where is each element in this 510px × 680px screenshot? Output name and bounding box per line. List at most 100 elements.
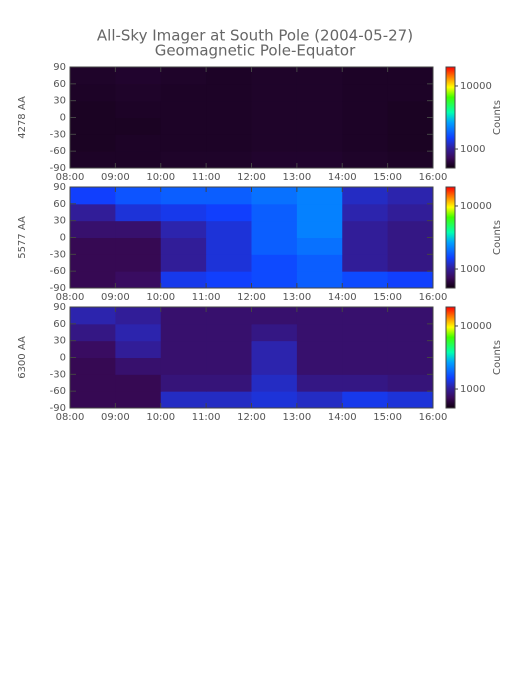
x-tick-label: 16:00 (419, 292, 448, 303)
heat-cell (387, 151, 434, 169)
heat-cell (387, 307, 434, 325)
heat-cell (251, 117, 298, 135)
heat-cell (160, 220, 207, 238)
heat-cell (115, 271, 162, 289)
x-tick-label: 12:00 (237, 292, 266, 303)
heat-cell (70, 374, 116, 392)
y-tick-label: 60 (53, 199, 66, 210)
heat-cell (70, 117, 116, 135)
x-tick-label: 11:00 (192, 292, 221, 303)
x-tick-label: 09:00 (101, 172, 130, 183)
colorbar-label: Counts (492, 100, 503, 135)
heat-cell (70, 254, 116, 272)
heat-cell (70, 67, 116, 85)
heat-cell (387, 100, 434, 118)
x-tick-label: 12:00 (237, 412, 266, 423)
heat-cell (115, 374, 162, 392)
heat-cell (70, 203, 116, 222)
colorbar-tick-label: 1000 (460, 264, 485, 275)
heat-cell (296, 323, 343, 342)
y-tick-label: -60 (50, 146, 66, 157)
heat-cell (206, 391, 252, 409)
heat-cell (115, 117, 162, 135)
heat-cell (387, 357, 434, 375)
x-tick-label: 15:00 (373, 292, 402, 303)
x-tick-label: 14:00 (328, 412, 357, 423)
colorbar-tick-label: 1000 (460, 384, 485, 395)
heat-cell (160, 323, 207, 342)
y-tick-label: 90 (53, 182, 66, 193)
heat-cell (296, 254, 343, 272)
heat-cell (251, 254, 298, 272)
heat-cell (387, 203, 434, 222)
heat-cell (70, 134, 116, 152)
heat-cell (160, 67, 207, 85)
heat-cell (296, 67, 343, 85)
colorbar-tick-label: 10000 (460, 321, 492, 332)
x-tick-label: 09:00 (101, 292, 130, 303)
heat-cell (387, 340, 434, 358)
x-tick-label: 11:00 (192, 172, 221, 183)
heat-cell (206, 67, 252, 85)
heat-cell (387, 187, 434, 205)
y-tick-label: -90 (50, 403, 66, 414)
heat-cell (160, 340, 207, 358)
heat-cell (206, 100, 252, 118)
heat-cell (206, 151, 252, 169)
heat-cell (115, 83, 162, 102)
heat-cell (115, 187, 162, 205)
y-axis-label: 5577 AA (17, 216, 28, 259)
y-tick-label: -30 (50, 369, 66, 380)
heat-cell (342, 151, 389, 169)
heat-cell (387, 374, 434, 392)
heat-cell (206, 237, 252, 255)
heat-cell (387, 323, 434, 342)
heat-cell (387, 271, 434, 289)
heat-cell (160, 237, 207, 255)
y-tick-label: 30 (53, 96, 66, 107)
x-tick-label: 08:00 (56, 292, 85, 303)
heat-cell (387, 220, 434, 238)
heat-cell (70, 340, 116, 358)
y-axis-label: 6300 AA (17, 336, 28, 379)
heat-cell (251, 100, 298, 118)
heat-cell (251, 220, 298, 238)
x-tick-label: 08:00 (56, 172, 85, 183)
heat-cell (296, 220, 343, 238)
x-tick-label: 13:00 (282, 292, 311, 303)
x-tick-label: 13:00 (282, 172, 311, 183)
heat-cell (296, 100, 343, 118)
heat-cell (387, 67, 434, 85)
heat-cell (342, 391, 389, 409)
heat-cell (296, 151, 343, 169)
heat-cell (251, 323, 298, 342)
heat-cell (251, 340, 298, 358)
y-tick-label: -60 (50, 266, 66, 277)
heat-cell (70, 237, 116, 255)
chart-subtitle: Geomagnetic Pole-Equator (155, 42, 356, 60)
heat-cell (160, 254, 207, 272)
y-tick-label: 30 (53, 216, 66, 227)
heat-cell (70, 271, 116, 289)
heat-cell (251, 151, 298, 169)
heat-cell (70, 220, 116, 238)
x-tick-label: 08:00 (56, 412, 85, 423)
x-tick-label: 14:00 (328, 292, 357, 303)
heat-cell (296, 307, 343, 325)
heat-cell (251, 271, 298, 289)
heat-cell (206, 117, 252, 135)
heat-cell (206, 187, 252, 205)
heat-cell (251, 391, 298, 409)
y-tick-label: -60 (50, 386, 66, 397)
x-tick-label: 10:00 (146, 172, 175, 183)
heat-cell (342, 340, 389, 358)
heat-cell (342, 254, 389, 272)
heat-cell (387, 117, 434, 135)
y-tick-label: 90 (53, 62, 66, 73)
x-tick-label: 15:00 (373, 412, 402, 423)
heat-cell (251, 203, 298, 222)
heat-cell (160, 203, 207, 222)
heat-cell (160, 134, 207, 152)
heat-cell (251, 134, 298, 152)
